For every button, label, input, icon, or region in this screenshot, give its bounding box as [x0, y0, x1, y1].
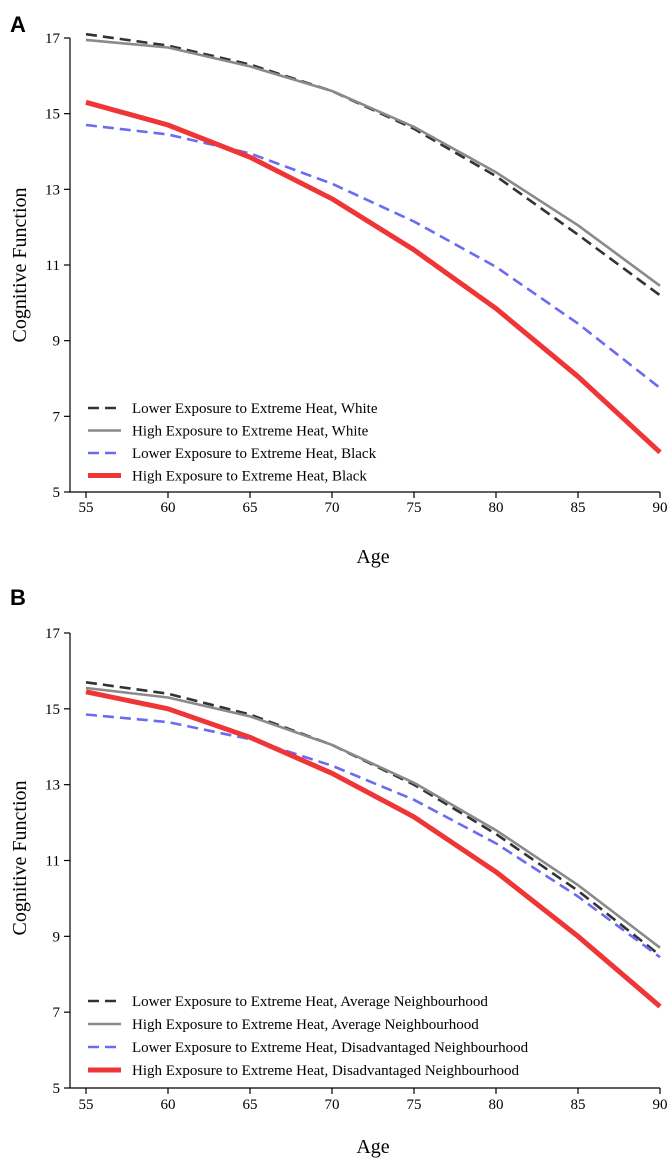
chart-panel-a: A 5 7 9 11 13 15 17 55 60 65 70 75 80 85 90 Lower Expos…: [0, 0, 671, 580]
series-line-4: [85, 99, 662, 455]
y-axis-title-a: Cognitive Function: [9, 188, 31, 343]
series-line-4: [85, 689, 662, 1009]
series-line-3: [85, 123, 661, 390]
y-tick-label: 5: [53, 1081, 61, 1097]
chart-a-content: 5 7 9 11 13 15 17 55 60 65 70 75 80 85 90 Lower Exposur…: [45, 31, 668, 516]
series-line-2: [85, 38, 661, 287]
x-tick-label: 90: [653, 1097, 668, 1113]
panel-label-b: B: [10, 585, 26, 610]
x-axis-title-b: Age: [356, 1136, 389, 1158]
y-tick-label: 9: [53, 334, 61, 350]
y-tick-label: 11: [46, 854, 60, 870]
x-tick-label: 60: [161, 1097, 176, 1113]
x-tick-label: 75: [407, 500, 422, 516]
panel-label-a: A: [10, 12, 26, 37]
chart-b-content: 5 7 9 11 13 15 17 55 60 65 70 75 80 85 90 Lower Exposur…: [45, 626, 668, 1113]
legend-label-4: High Exposure to Extreme Heat, Black: [132, 469, 367, 485]
y-tick-label: 5: [53, 485, 61, 501]
series-line-1: [85, 32, 661, 297]
chart-b-svg: B 5 7 9 11 13 15 17 55 60 65 70 75 80 85 90 Lower Expos…: [9, 585, 668, 1158]
x-tick-label: 80: [489, 500, 504, 516]
series-line-3: [85, 713, 661, 959]
y-tick-label: 13: [45, 182, 60, 198]
y-tick-label: 9: [53, 929, 61, 945]
chart-a-svg: A 5 7 9 11 13 15 17 55 60 65 70 75 80 85 90 Lower Expos…: [9, 12, 668, 568]
x-tick-label: 60: [161, 500, 176, 516]
x-tick-label: 85: [571, 500, 586, 516]
x-tick-label: 80: [489, 1097, 504, 1113]
y-tick-label: 15: [45, 702, 60, 718]
legend-label-4: High Exposure to Extreme Heat, Disadvant…: [132, 1063, 519, 1079]
x-tick-label: 70: [325, 500, 340, 516]
y-tick-label: 7: [53, 1005, 61, 1021]
legend-label-1: Lower Exposure to Extreme Heat, Average …: [132, 994, 488, 1010]
x-axis-title-a: Age: [356, 546, 389, 568]
y-tick-label: 17: [45, 626, 61, 642]
chart-panel-b: B 5 7 9 11 13 15 17 55 60 65 70 75 80 85 90 Lower Expos…: [0, 583, 671, 1163]
legend-label-3: Lower Exposure to Extreme Heat, Black: [132, 446, 377, 462]
x-tick-label: 85: [571, 1097, 586, 1113]
x-tick-label: 75: [407, 1097, 422, 1113]
x-tick-label: 65: [243, 1097, 258, 1113]
y-axis-title-b: Cognitive Function: [9, 781, 31, 936]
x-tick-label: 70: [325, 1097, 340, 1113]
legend-label-3: Lower Exposure to Extreme Heat, Disadvan…: [132, 1040, 529, 1056]
x-tick-label: 65: [243, 500, 258, 516]
y-tick-label: 11: [46, 258, 60, 274]
y-tick-label: 17: [45, 31, 61, 47]
x-tick-label: 55: [79, 1097, 94, 1113]
legend-label-2: High Exposure to Extreme Heat, White: [132, 424, 369, 440]
y-tick-label: 7: [53, 409, 61, 425]
x-tick-label: 90: [653, 500, 668, 516]
y-tick-label: 15: [45, 107, 60, 123]
series-line-2: [85, 686, 661, 949]
x-tick-label: 55: [79, 500, 94, 516]
legend-label-1: Lower Exposure to Extreme Heat, White: [132, 401, 378, 417]
y-tick-label: 13: [45, 778, 60, 794]
legend-label-2: High Exposure to Extreme Heat, Average N…: [132, 1017, 479, 1033]
